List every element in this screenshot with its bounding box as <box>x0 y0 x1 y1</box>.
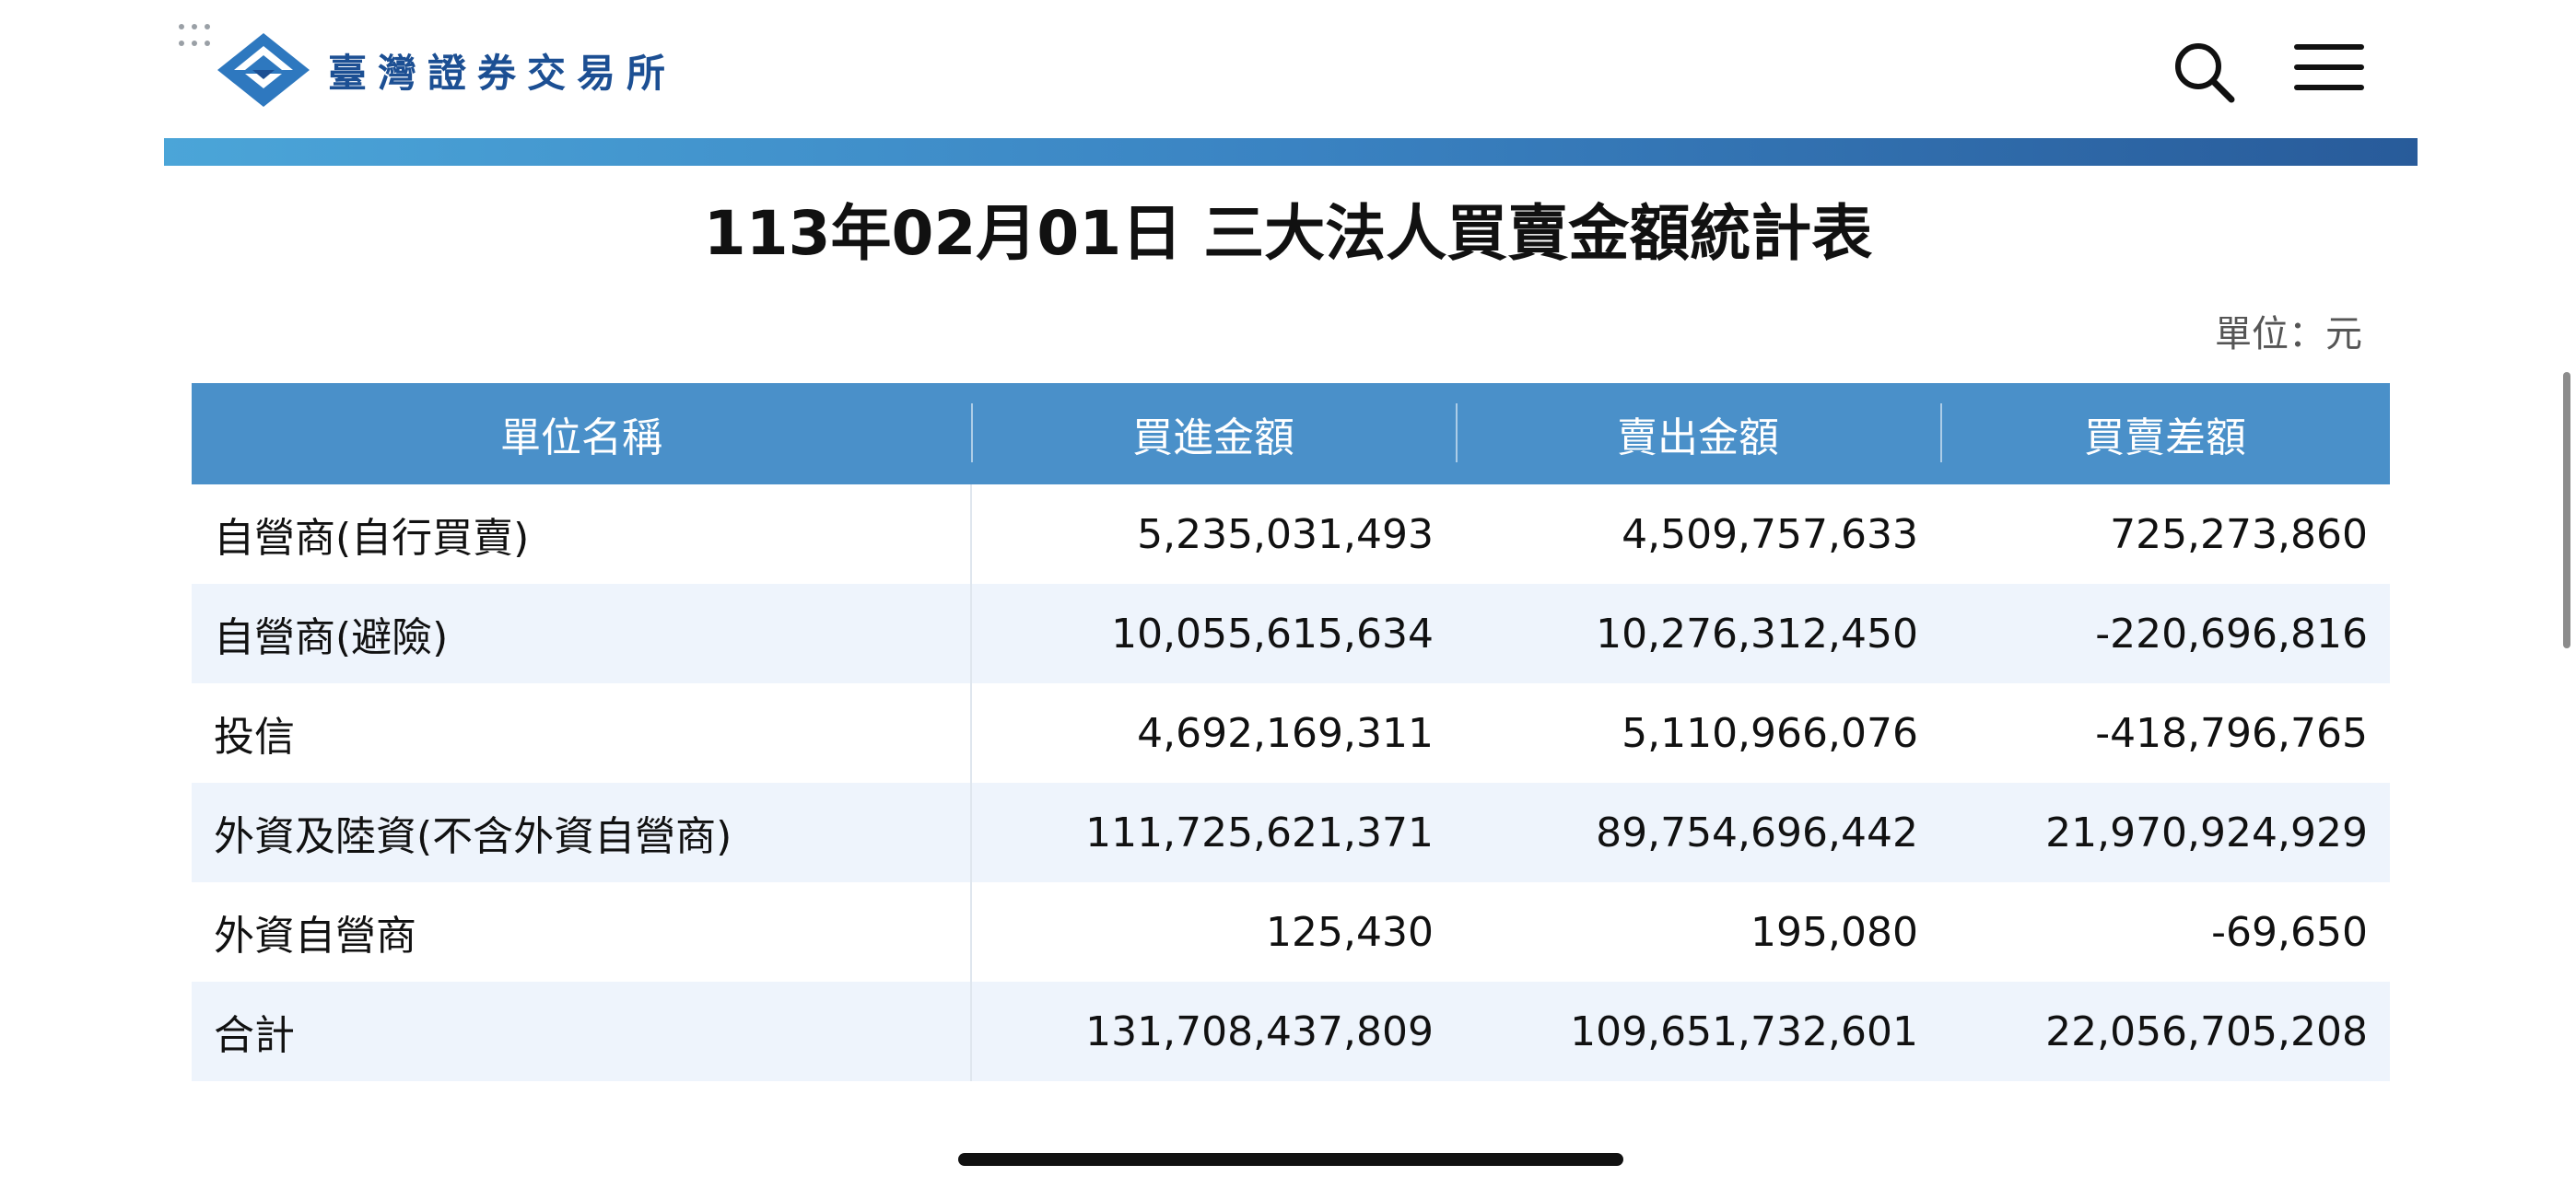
cell-sell-amount: 89,754,696,442 <box>1456 783 1940 882</box>
table-row: 外資及陸資(不含外資自營商) 111,725,621,371 89,754,69… <box>192 783 2390 882</box>
column-header: 買進金額 <box>971 383 1456 484</box>
cell-buy-amount: 111,725,621,371 <box>971 783 1456 882</box>
cell-unit-name: 自營商(避險) <box>192 584 972 683</box>
cell-sell-amount: 5,110,966,076 <box>1622 709 1918 757</box>
search-button[interactable] <box>2172 41 2237 105</box>
institutional-trading-table: 單位名稱 買進金額 賣出金額 買賣差額 自營商(自行買賣) 5,235,031,… <box>192 383 2390 1081</box>
hamburger-menu-icon <box>2294 64 2364 70</box>
search-icon <box>2175 43 2235 103</box>
cell-net-amount: 725,273,860 <box>2110 510 2368 558</box>
cell-buy-amount: 131,708,437,809 <box>971 982 1456 1081</box>
logo-text[interactable]: 臺灣證券交易所 <box>328 51 677 96</box>
column-header: 賣出金額 <box>1456 383 1940 484</box>
table-row: 外資自營商 125,430 195,080 -69,650 <box>192 882 2390 982</box>
cell-sell-amount: 10,276,312,450 <box>1456 584 1940 683</box>
cell-sell-amount: 195,080 <box>1751 908 1918 956</box>
table-row-total: 合計 131,708,437,809 109,651,732,601 22,05… <box>192 982 2390 1081</box>
cell-unit-name: 外資及陸資(不含外資自營商) <box>192 783 972 882</box>
table-row: 自營商(自行買賣) 5,235,031,493 4,509,757,633 72… <box>192 484 2390 584</box>
cell-net-amount: 21,970,924,929 <box>1940 783 2390 882</box>
table-row: 投信 4,692,169,311 5,110,966,076 -418,796,… <box>192 683 2390 783</box>
cell-unit-name: 自營商(自行買賣) <box>192 484 972 584</box>
cell-unit-name: 外資自營商 <box>192 882 972 982</box>
table-row: 自營商(避險) 10,055,615,634 10,276,312,450 -2… <box>192 584 2390 683</box>
cell-sell-amount: 4,509,757,633 <box>1622 510 1918 558</box>
cell-net-amount: -418,796,765 <box>2095 709 2368 757</box>
cell-net-amount: 22,056,705,208 <box>1940 982 2390 1081</box>
column-header: 買賣差額 <box>1940 383 2390 484</box>
cell-buy-amount: 5,235,031,493 <box>1137 510 1434 558</box>
cell-buy-amount: 10,055,615,634 <box>971 584 1456 683</box>
scrollbar[interactable] <box>2563 372 2570 648</box>
table-header-row: 單位名稱 買進金額 賣出金額 買賣差額 <box>192 383 2390 484</box>
header-divider <box>164 138 2418 166</box>
home-indicator[interactable] <box>958 1153 1623 1166</box>
cell-unit-name: 投信 <box>192 683 972 783</box>
cell-unit-name: 合計 <box>192 982 972 1081</box>
cell-buy-amount: 4,692,169,311 <box>1137 709 1434 757</box>
hamburger-menu-icon <box>2294 44 2364 50</box>
cell-net-amount: -220,696,816 <box>1940 584 2390 683</box>
twse-logo-icon[interactable] <box>217 33 310 107</box>
cell-sell-amount: 109,651,732,601 <box>1456 982 1940 1081</box>
column-header: 單位名稱 <box>192 383 971 484</box>
menu-button[interactable] <box>2294 44 2364 92</box>
unit-label: 單位：元 <box>2215 313 2362 355</box>
page-title: 113年02月01日 三大法人買賣金額統計表 <box>703 198 1873 269</box>
hamburger-menu-icon <box>2294 85 2364 90</box>
multitasking-dots-icon[interactable] <box>179 24 212 48</box>
cell-buy-amount: 125,430 <box>1266 908 1434 956</box>
cell-net-amount: -69,650 <box>2211 908 2368 956</box>
